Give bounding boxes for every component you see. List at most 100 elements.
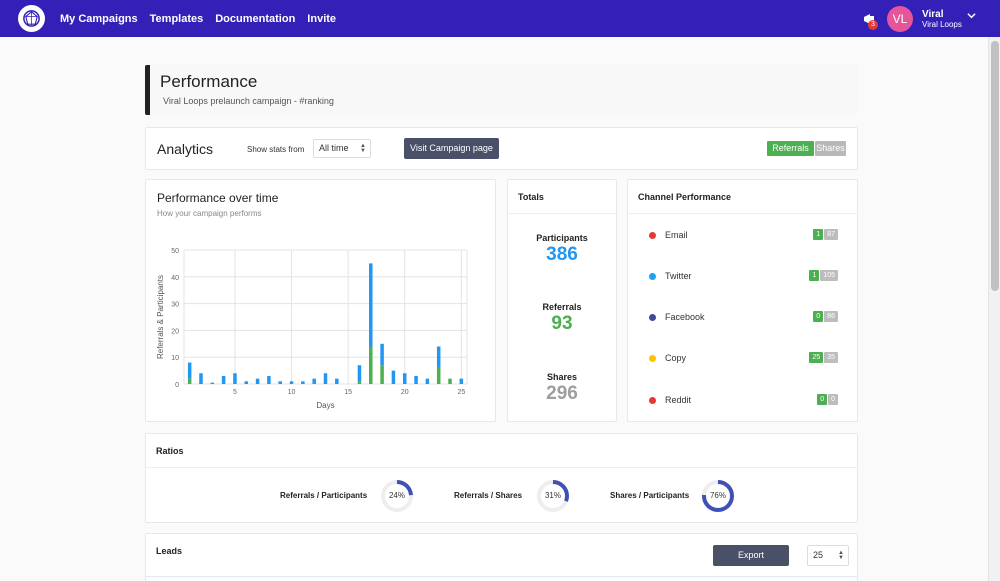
ratio-ring-fill xyxy=(537,480,569,512)
scrollbar-thumb[interactable] xyxy=(991,41,999,291)
bar-shares xyxy=(436,346,441,368)
export-button[interactable]: Export xyxy=(713,545,789,566)
bar-referrals xyxy=(369,346,373,384)
channel-name: Reddit xyxy=(665,395,692,405)
bar-shares xyxy=(380,343,384,366)
analytics-toolbar: Analytics Show stats from All time ▲ ▼ Vi… xyxy=(145,127,858,170)
bar-shares xyxy=(357,365,362,382)
channel-row-twitter: Twitter 1 105 xyxy=(628,270,857,284)
participants-value: 386 xyxy=(546,244,578,265)
leads-heading: Leads xyxy=(156,546,183,556)
ratio-label: Referrals / Participants xyxy=(280,491,368,500)
ratio-label: Shares / Participants xyxy=(610,491,690,500)
ratio-label: Referrals / Shares xyxy=(454,491,523,500)
channel-name: Copy xyxy=(665,353,687,363)
shares-count-badge: 87 xyxy=(824,229,838,240)
nav-documentation[interactable]: Documentation xyxy=(215,12,296,25)
user-name[interactable]: Viral xyxy=(922,9,944,20)
bar-shares xyxy=(187,362,192,379)
ratios-card: Ratios Referrals / Participants 24% Refe… xyxy=(145,433,858,523)
channel-row-facebook: Facebook 0 86 xyxy=(628,311,857,325)
channel-color-dot xyxy=(649,355,656,362)
bar-shares xyxy=(459,378,464,384)
toggle-shares[interactable]: Shares xyxy=(815,141,846,156)
page-title: Performance xyxy=(160,72,258,91)
referrals-count-badge: 25 xyxy=(809,352,824,363)
visit-campaign-button[interactable]: Visit Campaign page xyxy=(404,138,499,159)
ratio-ring-chart xyxy=(381,480,413,512)
referrals-label: Referrals xyxy=(542,302,582,312)
x-tick-label: 5 xyxy=(233,389,237,396)
bar-shares xyxy=(414,375,418,384)
y-tick-label: 20 xyxy=(171,328,179,335)
bar-shares xyxy=(335,378,339,384)
logo-icon[interactable] xyxy=(18,5,45,32)
shares-value: 296 xyxy=(546,383,578,404)
shares-count-badge: 35 xyxy=(824,352,838,363)
notification-badge: 3 xyxy=(868,20,878,30)
bar-shares xyxy=(391,370,396,384)
ratio-value: 76% xyxy=(709,491,726,500)
bar-referrals xyxy=(187,378,192,384)
bar-shares xyxy=(425,378,430,384)
chevron-down-icon[interactable] xyxy=(967,11,976,20)
channel-row-copy: Copy 25 35 xyxy=(628,352,857,366)
channel-color-dot xyxy=(649,314,656,321)
channel-heading: Channel Performance xyxy=(628,180,857,214)
shares-count-badge: 105 xyxy=(820,270,838,281)
y-tick-label: 10 xyxy=(171,355,179,362)
chart-subtitle: How your campaign performs xyxy=(157,209,262,218)
totals-heading: Totals xyxy=(508,180,616,214)
bar-shares xyxy=(278,381,282,384)
bar-shares xyxy=(255,378,260,384)
bar-shares xyxy=(210,382,215,384)
bar-shares xyxy=(221,375,226,384)
bar-shares xyxy=(289,381,294,384)
bar-shares xyxy=(369,263,373,347)
referrals-value: 93 xyxy=(551,313,573,334)
nav-my-campaigns[interactable]: My Campaigns xyxy=(60,12,138,25)
avatar[interactable]: VL xyxy=(887,6,913,32)
top-navbar: My Campaigns Templates Documentation Inv… xyxy=(0,0,1000,37)
ratio-ring-fill xyxy=(381,480,413,512)
leads-divider xyxy=(146,576,857,577)
nav-links: My Campaigns Templates Documentation Inv… xyxy=(60,0,348,37)
stats-from-label: Show stats from xyxy=(247,145,305,154)
channel-color-dot xyxy=(649,397,656,404)
referrals-count-badge: 1 xyxy=(813,229,824,240)
channel-name: Facebook xyxy=(665,312,705,322)
bar-shares xyxy=(312,378,316,384)
ratio-ring-chart xyxy=(702,480,734,512)
nav-invite[interactable]: Invite xyxy=(307,12,337,25)
leads-card: Leads Export 25 ▲ ▼ xyxy=(145,533,858,581)
channel-name: Email xyxy=(665,230,688,240)
toggle-referrals[interactable]: Referrals xyxy=(767,141,814,156)
bar-referrals xyxy=(448,378,452,384)
performance-chart-card: Performance over time How your campaign … xyxy=(145,179,496,422)
bar-shares xyxy=(402,373,407,384)
select-arrows-icon: ▲ ▼ xyxy=(360,142,366,154)
bar-shares xyxy=(199,373,203,384)
x-tick-label: 10 xyxy=(288,389,296,396)
ratio-ring-chart xyxy=(537,480,569,512)
x-axis-label: Days xyxy=(316,401,334,410)
y-tick-label: 30 xyxy=(171,302,179,309)
ratio-value: 24% xyxy=(388,491,405,500)
totals-card: Totals Participants 386 Referrals 93 Sha… xyxy=(507,179,617,422)
page-size-select[interactable]: 25 ▲ ▼ xyxy=(807,545,849,566)
shares-count-badge: 86 xyxy=(824,311,838,322)
referrals-count-badge: 0 xyxy=(817,394,828,405)
shares-count-badge: 0 xyxy=(828,394,838,405)
referrals-count-badge: 0 xyxy=(813,311,824,322)
referrals-count-badge: 1 xyxy=(809,270,820,281)
bar-shares xyxy=(323,373,328,384)
y-tick-label: 50 xyxy=(171,248,179,255)
date-range-select[interactable]: All time ▲ ▼ xyxy=(313,139,371,158)
page-scrollbar[interactable] xyxy=(988,37,1000,581)
y-tick-label: 40 xyxy=(171,275,179,282)
nav-templates[interactable]: Templates xyxy=(149,12,204,25)
x-tick-label: 20 xyxy=(401,389,409,396)
page-size-value: 25 xyxy=(813,550,824,560)
ratio-value: 31% xyxy=(544,491,561,500)
